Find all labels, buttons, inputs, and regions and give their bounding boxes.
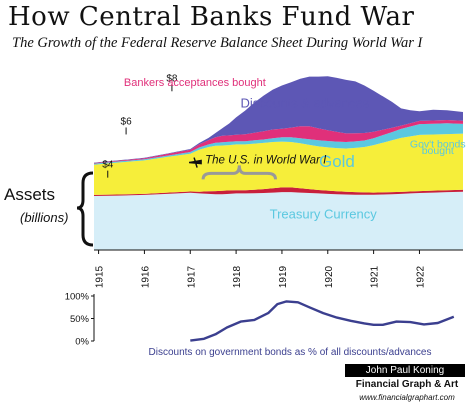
area-annotations: Discounts & advances Bankers acceptances …	[124, 77, 466, 222]
annotation-4: Gold	[319, 152, 355, 171]
war-label: The U.S. in World War I	[205, 155, 327, 167]
war-annotation: The U.S. in World War I	[188, 155, 327, 180]
x-tick-label-6: 1921	[370, 265, 381, 288]
credit-url: www.financialgraphart.com	[359, 393, 455, 402]
x-tick-label-1: 1916	[140, 265, 151, 288]
assets-brace	[76, 171, 94, 247]
x-tick-label-0: 1915	[95, 265, 106, 288]
lower-series-line	[190, 300, 455, 342]
plane-icon	[188, 157, 202, 168]
area-series-3	[94, 123, 463, 165]
area-series-2	[94, 133, 463, 195]
chart-title: How Central Banks Fund War	[8, 2, 415, 32]
assets-label: Assets	[4, 185, 56, 204]
x-tick-label-2: 1917	[186, 265, 197, 288]
x-tick-label-3: 1918	[232, 265, 243, 288]
credit-name: John Paul Koning	[345, 364, 465, 377]
y-label-2: $8	[166, 73, 178, 84]
lower-chart-label: Discounts on government bonds as % of al…	[149, 347, 432, 358]
y-label-0: $4	[102, 160, 114, 171]
area-series-5	[94, 76, 463, 163]
lower-y-tick-label-0: 100%	[65, 292, 90, 303]
area-series-1	[94, 187, 463, 196]
x-tick-label-7: 1922	[415, 265, 426, 288]
lower-line-chart: 100% 50% 0% Discounts on government bonds a…	[65, 292, 455, 358]
assets-unit-label: (billions)	[20, 210, 69, 225]
x-axis: 1915 1916 1917 1918 1919 1920 1921 1922	[94, 249, 463, 288]
annotation-5: Treasury Currency	[270, 207, 378, 222]
chart-subtitle: The Growth of the Federal Reserve Balanc…	[12, 35, 423, 51]
stacked-areas	[94, 76, 463, 250]
annotation-3: bought	[422, 145, 454, 157]
y-label-1: $6	[121, 116, 133, 127]
annotation-2: Gov't bonds	[410, 138, 466, 150]
annotation-0: Discounts & advances	[241, 96, 370, 111]
lower-y-tick-label-1: 50%	[70, 314, 90, 325]
x-tick-label-4: 1919	[278, 265, 289, 288]
credit-company: Financial Graph & Art	[355, 379, 459, 390]
y-axis-labels: $4 $6 $8	[102, 73, 178, 178]
area-series-0	[94, 191, 463, 250]
lower-y-tick-label-2: 0%	[75, 337, 89, 348]
x-tick-label-5: 1920	[324, 265, 335, 288]
annotation-1: Bankers acceptances bought	[124, 77, 266, 89]
